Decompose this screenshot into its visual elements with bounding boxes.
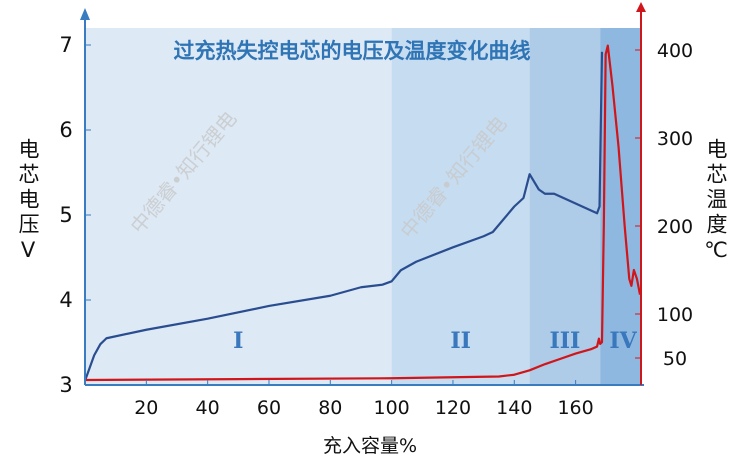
x-tick-label: 120	[435, 397, 471, 419]
y-right-tick-label: 400	[657, 40, 693, 62]
left-axis-arrow-icon	[80, 8, 90, 20]
series-line-right	[84, 44, 642, 382]
x-tick-label: 20	[134, 397, 158, 419]
region-label: II	[450, 328, 471, 354]
y-left-tick-label: 3	[59, 373, 72, 397]
y-right-axis-label: 电芯温度℃	[704, 138, 728, 266]
region-I	[85, 28, 392, 385]
region-IV	[600, 28, 640, 385]
x-axis-label: 充入容量%	[323, 435, 417, 457]
y-left-tick-label: 6	[59, 118, 72, 142]
y-left-tick-label: 5	[59, 203, 72, 227]
region-II	[391, 28, 530, 385]
y-right-tick-label: 300	[657, 128, 693, 150]
y-left-tick-label: 7	[59, 33, 72, 57]
x-tick-label: 60	[257, 397, 281, 419]
y-right-tick-label: 200	[657, 216, 693, 238]
region-label: IV	[609, 328, 637, 354]
x-tick-label: 100	[373, 397, 409, 419]
y-right-tick-label: 100	[657, 304, 693, 326]
y-left-tick-label: 4	[59, 288, 72, 312]
x-tick-label: 40	[196, 397, 220, 419]
x-tick-label: 140	[496, 397, 532, 419]
y-right-tick-label: 50	[663, 348, 687, 370]
series-line-left	[83, 51, 604, 382]
region-III	[529, 28, 601, 385]
region-label: I	[233, 328, 243, 354]
region-label: III	[549, 328, 580, 354]
y-left-axis-label: 电芯电压V	[16, 138, 40, 266]
x-tick-label: 80	[318, 397, 342, 419]
chart-title: 过充热失控电芯的电压及温度变化曲线	[174, 39, 531, 63]
x-tick-label: 160	[557, 397, 593, 419]
right-axis-arrow-icon	[636, 2, 646, 12]
